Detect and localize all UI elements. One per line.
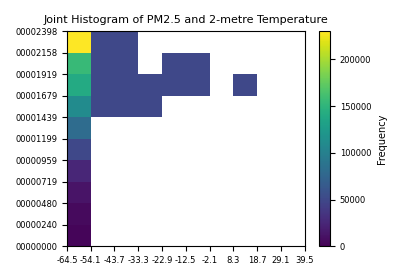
Title: Joint Histogram of PM2.5 and 2-metre Temperature: Joint Histogram of PM2.5 and 2-metre Tem… (43, 15, 328, 25)
Y-axis label: Frequency: Frequency (377, 114, 387, 164)
